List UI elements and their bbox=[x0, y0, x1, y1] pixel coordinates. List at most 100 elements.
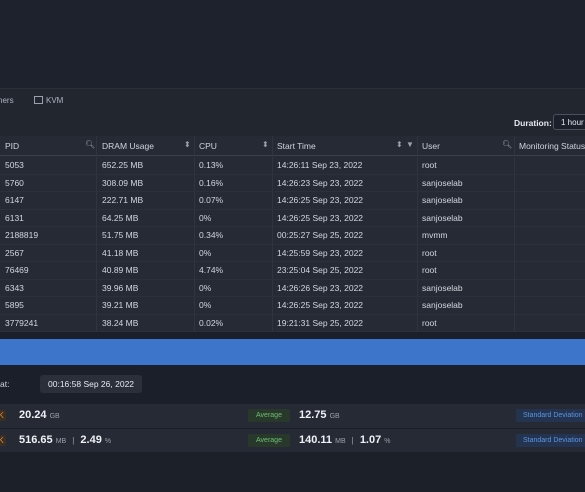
cell-cpu: 0.13% bbox=[199, 160, 224, 170]
std-deviation-badge: Standard Deviation bbox=[516, 409, 585, 422]
header-start-time[interactable]: Start Time bbox=[277, 141, 316, 151]
memory-avg-value: 12.75 bbox=[299, 409, 327, 421]
cell-pid: 2567 bbox=[5, 247, 24, 258]
process-unit: MB bbox=[55, 438, 67, 445]
table-row[interactable]: 5895 39.21 MB 0% 14:26:25 Sep 23, 2022 sanjo… bbox=[0, 296, 585, 315]
cell-user: root bbox=[422, 317, 437, 328]
cell-start: 14:26:26 Sep 23, 2022 bbox=[277, 282, 364, 293]
cell-user: root bbox=[422, 265, 437, 275]
process-avg-unit: MB bbox=[335, 438, 346, 445]
cell-dram: 64.25 MB bbox=[102, 212, 139, 223]
cell-cpu: 0.16% bbox=[199, 177, 224, 188]
memory-avg-unit: GB bbox=[329, 413, 340, 420]
stat-icon: K bbox=[0, 435, 6, 446]
table-row[interactable]: 3779241 38.24 MB 0.02% 19:21:31 Sep 25, 202… bbox=[0, 314, 585, 332]
cell-cpu: 0% bbox=[199, 282, 212, 293]
tab-kvm[interactable]: KVM bbox=[34, 96, 63, 105]
cell-user: sanjoselab bbox=[422, 177, 463, 188]
cell-user: sanjoselab bbox=[422, 282, 463, 293]
cell-dram: 39.96 MB bbox=[102, 282, 139, 293]
table-row[interactable]: 6147 222.71 MB 0.07% 14:26:25 Sep 23, 2022 s… bbox=[0, 191, 585, 210]
cell-start: 19:21:31 Sep 25, 2022 bbox=[277, 317, 364, 328]
cell-start: 23:25:04 Sep 25, 2022 bbox=[277, 265, 364, 275]
cell-cpu: 0% bbox=[199, 300, 212, 310]
cell-pid: 6343 bbox=[5, 282, 24, 293]
sort-icon[interactable]: ⬍ bbox=[262, 140, 269, 149]
cell-cpu: 0% bbox=[199, 212, 212, 223]
timestamp-row: at: 00:16:58 Sep 26, 2022 bbox=[0, 372, 585, 394]
stat-icon: K bbox=[0, 410, 6, 421]
cell-pid: 3779241 bbox=[5, 317, 39, 328]
table-row[interactable]: 5053 652.25 MB 0.13% 14:26:11 Sep 23, 2022 r… bbox=[0, 156, 585, 175]
process-pct-unit: % bbox=[104, 438, 112, 445]
table-row[interactable]: 76469 40.89 MB 4.74% 23:25:04 Sep 25, 2022 r… bbox=[0, 261, 585, 280]
cell-pid: 76469 bbox=[5, 265, 29, 275]
process-value: 516.65 bbox=[19, 434, 53, 446]
cell-dram: 40.89 MB bbox=[102, 265, 139, 275]
process-avg-pct-unit: % bbox=[384, 438, 391, 445]
column-divider bbox=[96, 136, 97, 332]
column-divider bbox=[417, 136, 418, 332]
cell-user: root bbox=[422, 160, 437, 170]
tab-containers[interactable]: ners bbox=[0, 96, 14, 105]
top-panel bbox=[0, 0, 585, 88]
separator: | bbox=[72, 436, 75, 445]
cell-cpu: 0.34% bbox=[199, 230, 224, 240]
cell-cpu: 0% bbox=[199, 247, 212, 258]
process-current-value: 516.65 MB | 2.49 % bbox=[19, 434, 111, 446]
cell-cpu: 4.74% bbox=[199, 265, 224, 275]
table-row[interactable]: 6343 39.96 MB 0% 14:26:26 Sep 23, 2022 sanjo… bbox=[0, 279, 585, 297]
sort-icon[interactable]: ⬍ bbox=[396, 140, 403, 149]
selection-bar[interactable] bbox=[0, 339, 585, 365]
cell-pid: 2188819 bbox=[5, 230, 39, 240]
average-badge: Average bbox=[248, 434, 290, 447]
process-table: PID 🔍︎ DRAM Usage ⬍ CPU ⬍ Start Time ⬍ ▼… bbox=[0, 136, 585, 332]
header-monitoring-status[interactable]: Monitoring Status bbox=[519, 141, 585, 151]
sort-icon[interactable]: ⬍ bbox=[184, 140, 191, 149]
process-avg-value: 140.11 bbox=[299, 434, 333, 446]
bottom-panel bbox=[0, 452, 585, 492]
cell-dram: 41.18 MB bbox=[102, 247, 139, 258]
timestamp-label: at: bbox=[0, 379, 10, 389]
average-badge: Average bbox=[248, 409, 290, 422]
column-divider bbox=[514, 136, 515, 332]
cell-cpu: 0.07% bbox=[199, 195, 224, 205]
header-pid[interactable]: PID bbox=[5, 141, 20, 151]
cell-dram: 38.24 MB bbox=[102, 317, 139, 328]
header-dram-usage[interactable]: DRAM Usage bbox=[102, 141, 154, 151]
cell-user: root bbox=[422, 247, 437, 258]
table-row[interactable]: 6131 64.25 MB 0% 14:26:25 Sep 23, 2022 sanjo… bbox=[0, 209, 585, 227]
memory-current-value: 20.24 GB bbox=[19, 409, 60, 421]
cell-pid: 5760 bbox=[5, 177, 24, 188]
table-row[interactable]: 5760 308.09 MB 0.16% 14:26:23 Sep 23, 2022 s… bbox=[0, 174, 585, 192]
cell-dram: 308.09 MB bbox=[102, 177, 144, 188]
cell-dram: 39.21 MB bbox=[102, 300, 139, 310]
cell-pid: 5895 bbox=[5, 300, 24, 310]
tab-kvm-label: KVM bbox=[46, 96, 64, 105]
cell-pid: 6131 bbox=[5, 212, 24, 223]
duration-label: Duration: bbox=[514, 118, 552, 128]
cell-dram: 652.25 MB bbox=[102, 160, 144, 170]
cell-pid: 6147 bbox=[5, 195, 24, 205]
filter-icon[interactable]: ▼ bbox=[406, 140, 414, 149]
header-cpu[interactable]: CPU bbox=[199, 141, 217, 151]
toolbar: Duration: 1 hour bbox=[0, 110, 585, 136]
duration-select[interactable]: 1 hour bbox=[553, 114, 585, 130]
cell-start: 14:26:25 Sep 23, 2022 bbox=[277, 195, 364, 205]
cell-dram: 222.71 MB bbox=[102, 195, 144, 205]
process-average-value: 140.11 MB | 1.07 % bbox=[299, 434, 391, 446]
table-row[interactable]: 2188819 51.75 MB 0.34% 00:25:27 Sep 25, 202… bbox=[0, 226, 585, 245]
search-icon[interactable]: 🔍︎ bbox=[502, 140, 513, 149]
monitor-icon bbox=[34, 96, 43, 104]
search-icon[interactable]: 🔍︎ bbox=[85, 140, 96, 149]
header-user[interactable]: User bbox=[422, 141, 440, 151]
cell-start: 14:26:11 Sep 23, 2022 bbox=[277, 160, 363, 170]
std-deviation-badge: Standard Deviation bbox=[516, 434, 585, 447]
cell-user: mvmm bbox=[422, 230, 448, 240]
tab-bar: ners KVM bbox=[0, 88, 585, 111]
cell-cpu: 0.02% bbox=[199, 317, 224, 328]
table-row[interactable]: 2567 41.18 MB 0% 14:25:59 Sep 23, 2022 root bbox=[0, 244, 585, 262]
cell-dram: 51.75 MB bbox=[102, 230, 139, 240]
cell-user: sanjoselab bbox=[422, 195, 463, 205]
process-pct: 2.49 bbox=[80, 434, 102, 446]
